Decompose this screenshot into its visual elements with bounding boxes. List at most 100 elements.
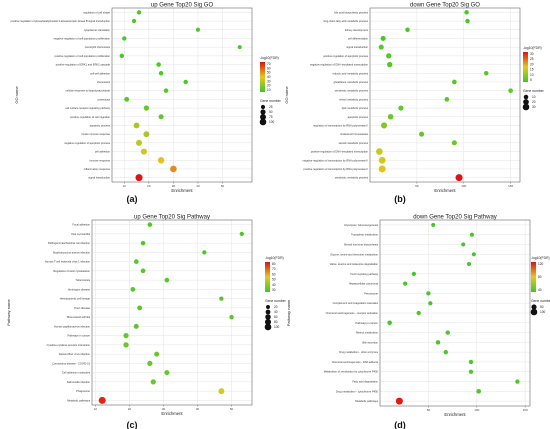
color-legend-title: -log10(FDR) bbox=[260, 56, 279, 60]
x-tick-label: 20 bbox=[128, 407, 132, 411]
color-legend-title: -log10(FDR) bbox=[523, 46, 542, 50]
category-label: Cell adhesion molecules bbox=[62, 371, 91, 375]
category-label: cholesterol homeostasis bbox=[340, 132, 369, 136]
data-point bbox=[445, 330, 450, 335]
data-point bbox=[135, 174, 143, 182]
x-axis-label: Enrichment bbox=[444, 412, 466, 417]
category-label: negative regulation of transcription by … bbox=[303, 158, 369, 162]
data-point bbox=[469, 232, 474, 237]
category-label: immune response bbox=[89, 158, 110, 162]
category-label: Viral myocarditis bbox=[71, 232, 91, 236]
panel-letter: (d) bbox=[394, 420, 406, 429]
category-label: Coronavirus disease - COVID-19 bbox=[52, 361, 90, 365]
data-point bbox=[378, 44, 384, 50]
data-point bbox=[380, 35, 386, 41]
category-label: Valine, leucine and isoleucine degradati… bbox=[330, 262, 379, 266]
data-point bbox=[123, 342, 129, 348]
panel-letter: (c) bbox=[127, 420, 138, 429]
category-label: xenobiotic metabolic process bbox=[335, 176, 369, 180]
color-legend-title: -log10(FDR) bbox=[265, 256, 284, 260]
data-point bbox=[124, 96, 130, 102]
data-point bbox=[464, 10, 469, 15]
category-label: Cytokine-cytokine receptor interaction bbox=[47, 343, 91, 347]
category-label: steroid metabolic process bbox=[339, 141, 369, 145]
size-legend-dot bbox=[530, 308, 538, 316]
category-label: negative regulation of cell population p… bbox=[54, 36, 111, 40]
data-point bbox=[411, 271, 416, 276]
plot-frame bbox=[91, 219, 253, 406]
category-label: signal transduction bbox=[88, 176, 110, 180]
category-label: Tuberculosis bbox=[75, 278, 90, 282]
data-point bbox=[403, 281, 408, 286]
x-tick-label: 10 bbox=[94, 407, 98, 411]
category-label: Pathways in cancer bbox=[68, 334, 91, 338]
data-point bbox=[202, 250, 207, 255]
size-legend-dot bbox=[264, 318, 272, 326]
category-label: positive regulation of transcription by … bbox=[304, 167, 369, 171]
category-label: Prion disease bbox=[74, 306, 90, 310]
data-point bbox=[239, 231, 244, 236]
data-point bbox=[419, 131, 425, 137]
category-label: retinol metabolic process bbox=[339, 97, 368, 101]
data-point bbox=[451, 140, 457, 146]
category-label: retinoic acid metabolic process bbox=[333, 71, 369, 75]
data-point bbox=[157, 157, 165, 164]
color-legend-tick: 20 bbox=[530, 62, 534, 66]
category-label: Rheumatoid arthritis bbox=[67, 315, 91, 319]
data-point bbox=[395, 397, 403, 405]
data-point bbox=[164, 277, 170, 283]
color-legend-tick: 40 bbox=[267, 75, 271, 79]
size-legend-dot bbox=[260, 104, 266, 110]
data-point bbox=[158, 70, 164, 76]
color-legend-bar bbox=[265, 262, 270, 292]
x-tick-label: 150 bbox=[523, 408, 528, 412]
size-legend-dot bbox=[265, 309, 271, 315]
size-legend-dot bbox=[531, 304, 537, 310]
size-legend-title: Gene number bbox=[531, 299, 550, 303]
category-label: kidney development bbox=[345, 28, 368, 32]
plot-frame bbox=[369, 7, 521, 183]
size-legend-title: Gene number bbox=[523, 89, 545, 93]
data-point bbox=[143, 131, 150, 138]
size-legend-title: Gene number bbox=[260, 99, 282, 103]
category-label: Phagosome bbox=[76, 389, 90, 393]
data-point bbox=[164, 370, 170, 376]
data-point bbox=[147, 360, 153, 366]
category-label: cell surface receptor signaling pathway bbox=[65, 106, 110, 110]
size-legend-dot bbox=[522, 103, 530, 111]
data-point bbox=[143, 105, 150, 111]
data-point bbox=[376, 148, 383, 155]
x-axis-label: Enrichment bbox=[171, 188, 193, 193]
chart-title: up Gene Top20 Sig Pathway bbox=[134, 215, 210, 221]
color-legend-tick: 15 bbox=[530, 68, 534, 72]
category-label: Retinol metabolism bbox=[356, 331, 378, 335]
x-tick-label: 10 bbox=[123, 184, 127, 188]
size-legend-label: 50 bbox=[540, 305, 544, 309]
color-legend-bar bbox=[531, 262, 536, 292]
x-tick-label: 40 bbox=[196, 184, 200, 188]
category-label: regulation of cell shape bbox=[83, 10, 110, 14]
data-point bbox=[426, 291, 431, 296]
color-legend-tick: 70 bbox=[267, 62, 271, 66]
category-label: neutrophil chemotaxis bbox=[85, 45, 111, 49]
x-axis-label: Enrichment bbox=[161, 411, 183, 416]
category-label: positive regulation of ERK1 and ERK2 cas… bbox=[56, 63, 111, 67]
category-label: Epstein-Barr virus infection bbox=[59, 352, 91, 356]
color-legend-bar bbox=[260, 62, 265, 92]
size-legend-label: 100 bbox=[274, 325, 280, 329]
size-legend-label: 50 bbox=[269, 110, 273, 114]
size-legend-label: 20 bbox=[532, 100, 536, 104]
data-point bbox=[237, 45, 242, 50]
data-point bbox=[163, 88, 169, 93]
size-legend-dot bbox=[264, 323, 272, 331]
data-point bbox=[136, 10, 142, 15]
category-label: cell-cell adhesion bbox=[90, 71, 110, 75]
category-label: Hepatocellular carcinoma bbox=[349, 282, 379, 286]
category-label: cellular response to lipopolysaccharide bbox=[65, 89, 110, 93]
category-label: signal transduction bbox=[346, 45, 368, 49]
data-point bbox=[122, 36, 127, 41]
size-legend-label: 100 bbox=[269, 120, 275, 124]
category-label: Steroid hormone biosynthesis bbox=[344, 242, 379, 246]
size-legend-label: 80 bbox=[274, 320, 278, 324]
data-point bbox=[471, 252, 476, 257]
